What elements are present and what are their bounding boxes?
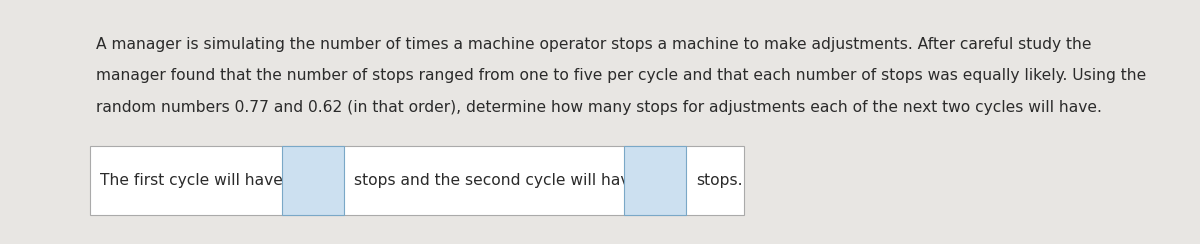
Text: random numbers 0.77 and 0.62 (in that order), determine how many stops for adjus: random numbers 0.77 and 0.62 (in that or… bbox=[96, 100, 1102, 115]
Text: manager found that the number of stops ranged from one to five per cycle and tha: manager found that the number of stops r… bbox=[96, 68, 1146, 83]
Text: stops and the second cycle will have: stops and the second cycle will have bbox=[354, 173, 640, 188]
Text: stops.: stops. bbox=[696, 173, 743, 188]
FancyBboxPatch shape bbox=[90, 146, 744, 215]
Text: The first cycle will have: The first cycle will have bbox=[100, 173, 282, 188]
Text: A manager is simulating the number of times a machine operator stops a machine t: A manager is simulating the number of ti… bbox=[96, 37, 1092, 51]
FancyBboxPatch shape bbox=[282, 146, 344, 215]
FancyBboxPatch shape bbox=[624, 146, 686, 215]
